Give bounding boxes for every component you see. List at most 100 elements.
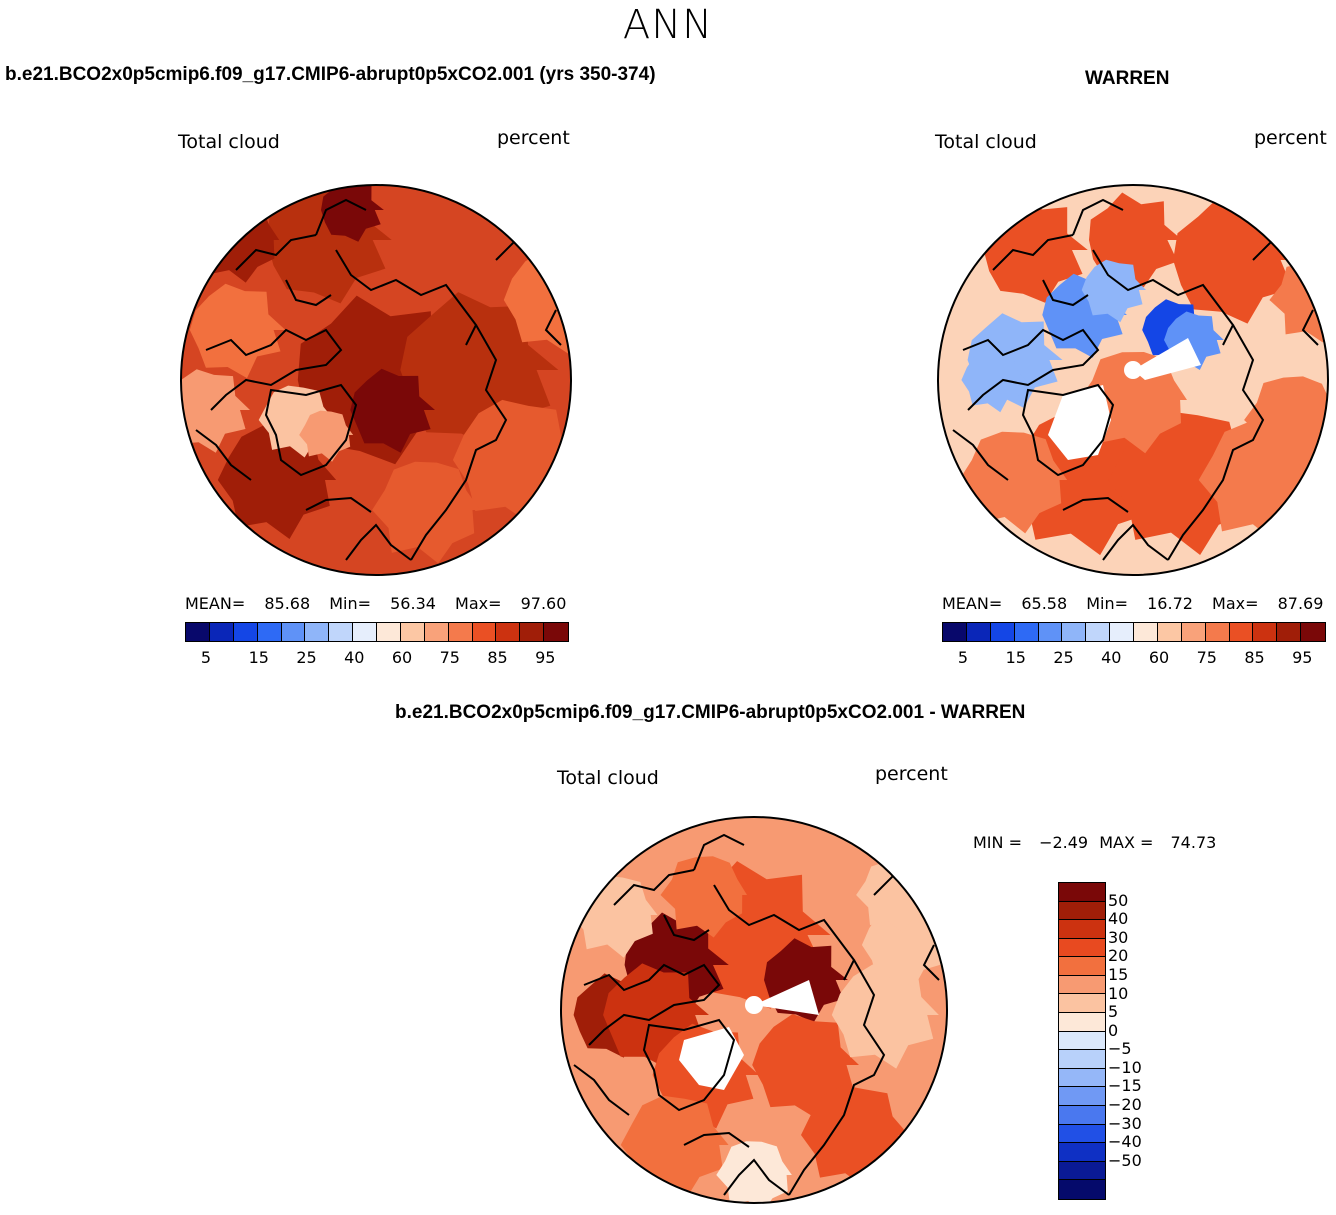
colorbar-swatch — [1059, 1180, 1105, 1199]
panel1-max-label: Max= — [455, 594, 502, 613]
colorbar-tick-label: 95 — [1292, 648, 1313, 667]
coastline — [952, 429, 1009, 481]
colorbar-swatch — [186, 623, 210, 641]
panel1-min-value: 56.34 — [390, 594, 436, 613]
colorbar-tick-label: 60 — [391, 648, 413, 667]
coastline — [613, 869, 695, 906]
coastline — [922, 944, 940, 981]
colorbar-swatch — [1157, 623, 1182, 641]
map-contour-region — [372, 461, 481, 564]
colorbar-swatch — [1059, 938, 1105, 958]
colorbar-swatch — [1205, 623, 1230, 641]
colorbar-swatch — [209, 623, 234, 641]
season-title: ANN — [622, 2, 714, 48]
panel1-mean-value: 85.68 — [264, 594, 311, 613]
map-masked-region — [745, 996, 763, 1014]
colorbar-swatch — [1181, 623, 1206, 641]
panel1-mean-label: MEAN= — [185, 594, 246, 613]
coastline — [713, 884, 856, 981]
colorbar-swatch — [1059, 994, 1105, 1014]
colorbar-swatch — [966, 623, 991, 641]
colorbar-swatch — [1059, 1068, 1105, 1088]
colorbar-tick-label: 25 — [296, 648, 317, 667]
colorbar-tick-label: 20 — [1108, 946, 1129, 966]
colorbar-swatch — [990, 623, 1015, 641]
panel2-max-label: Max= — [1212, 594, 1259, 613]
panel1-polar-map — [180, 184, 572, 576]
colorbar-tick-label: −10 — [1108, 1057, 1142, 1077]
colorbar-swatch — [1086, 623, 1111, 641]
map-contour-region — [350, 368, 435, 453]
panel2-min-value: 16.72 — [1147, 594, 1193, 613]
panel3-min-label: MIN = — [973, 833, 1022, 852]
colorbar-tick-label: 40 — [1108, 909, 1129, 929]
colorbar-swatch — [1229, 623, 1254, 641]
colorbar-tick-label: 75 — [439, 648, 460, 667]
map-masked-region — [1124, 361, 1142, 379]
coastline — [1167, 324, 1265, 561]
panel1-variable-label: Total cloud — [178, 131, 280, 153]
map-masked-region — [679, 1027, 744, 1090]
coastline — [1062, 496, 1129, 513]
panel1-colorbar — [185, 622, 569, 642]
coastline — [683, 1131, 750, 1148]
panel2-variable-label: Total cloud — [935, 131, 1037, 153]
colorbar-tick-label: −20 — [1108, 1095, 1142, 1115]
colorbar-swatch — [496, 623, 521, 641]
colorbar-tick-label: 85 — [487, 648, 508, 667]
coastline — [1042, 279, 1089, 307]
colorbar-swatch — [1277, 623, 1302, 641]
coastline — [1021, 383, 1115, 477]
coastline — [992, 234, 1074, 271]
panel1-case-title: b.e21.BCO2x0p5cmip6.f09_g17.CMIP6-abrupt… — [5, 64, 656, 85]
map-contour-region — [660, 856, 747, 938]
colorbar-swatch — [1059, 883, 1105, 902]
colorbar-swatch — [1059, 1161, 1105, 1181]
panel3-polar-map — [560, 816, 948, 1204]
colorbar-swatch — [400, 623, 425, 641]
colorbar-swatch — [1059, 901, 1105, 921]
colorbar-tick-label: 50 — [1108, 890, 1129, 910]
map-contour-region — [831, 964, 939, 1069]
map-masked-region — [1133, 338, 1201, 380]
panel2-max-value: 87.69 — [1277, 594, 1324, 613]
colorbar-swatch — [472, 623, 497, 641]
colorbar-tick-label: 15 — [248, 648, 269, 667]
colorbar-swatch — [377, 623, 401, 641]
colorbar-swatch — [233, 623, 258, 641]
colorbar-tick-label: −30 — [1108, 1113, 1142, 1133]
colorbar-tick-label: 40 — [1101, 648, 1122, 667]
panel2-case-title: WARREN — [1085, 68, 1170, 89]
map-masked-region — [1048, 385, 1111, 460]
map-contour-region — [961, 349, 1026, 413]
panel1-units-label: percent — [497, 127, 570, 149]
coastline — [315, 198, 367, 236]
coastline — [305, 496, 372, 513]
colorbar-tick-label: 75 — [1196, 648, 1217, 667]
colorbar-tick-label: −50 — [1108, 1150, 1142, 1170]
colorbar-tick-label: 0 — [1108, 1020, 1119, 1040]
colorbar-swatch — [1059, 1105, 1105, 1125]
panel3-variable-label: Total cloud — [557, 767, 659, 789]
coastline — [1102, 523, 1169, 561]
colorbar-swatch — [1038, 623, 1063, 641]
coastline — [962, 328, 1100, 411]
panel3-units-label: percent — [875, 763, 948, 785]
colorbar-swatch — [305, 623, 330, 641]
colorbar-swatch — [1059, 1124, 1105, 1144]
colorbar-swatch — [1059, 1087, 1105, 1106]
coastline — [1301, 309, 1319, 346]
coastline — [264, 383, 358, 477]
panel2-colorbar — [942, 622, 1326, 642]
map-masked-region — [754, 980, 819, 1015]
coastline — [335, 249, 478, 346]
panel3-max-label: MAX = — [1099, 833, 1154, 852]
panel2-polar-map — [937, 184, 1329, 576]
colorbar-swatch — [329, 623, 354, 641]
coastline — [285, 279, 332, 307]
colorbar-tick-label: 5 — [1108, 1002, 1119, 1022]
colorbar-swatch — [1059, 1031, 1105, 1051]
coastline — [723, 1158, 790, 1196]
coastline — [410, 324, 508, 561]
panel3-max-value: 74.73 — [1170, 833, 1217, 852]
